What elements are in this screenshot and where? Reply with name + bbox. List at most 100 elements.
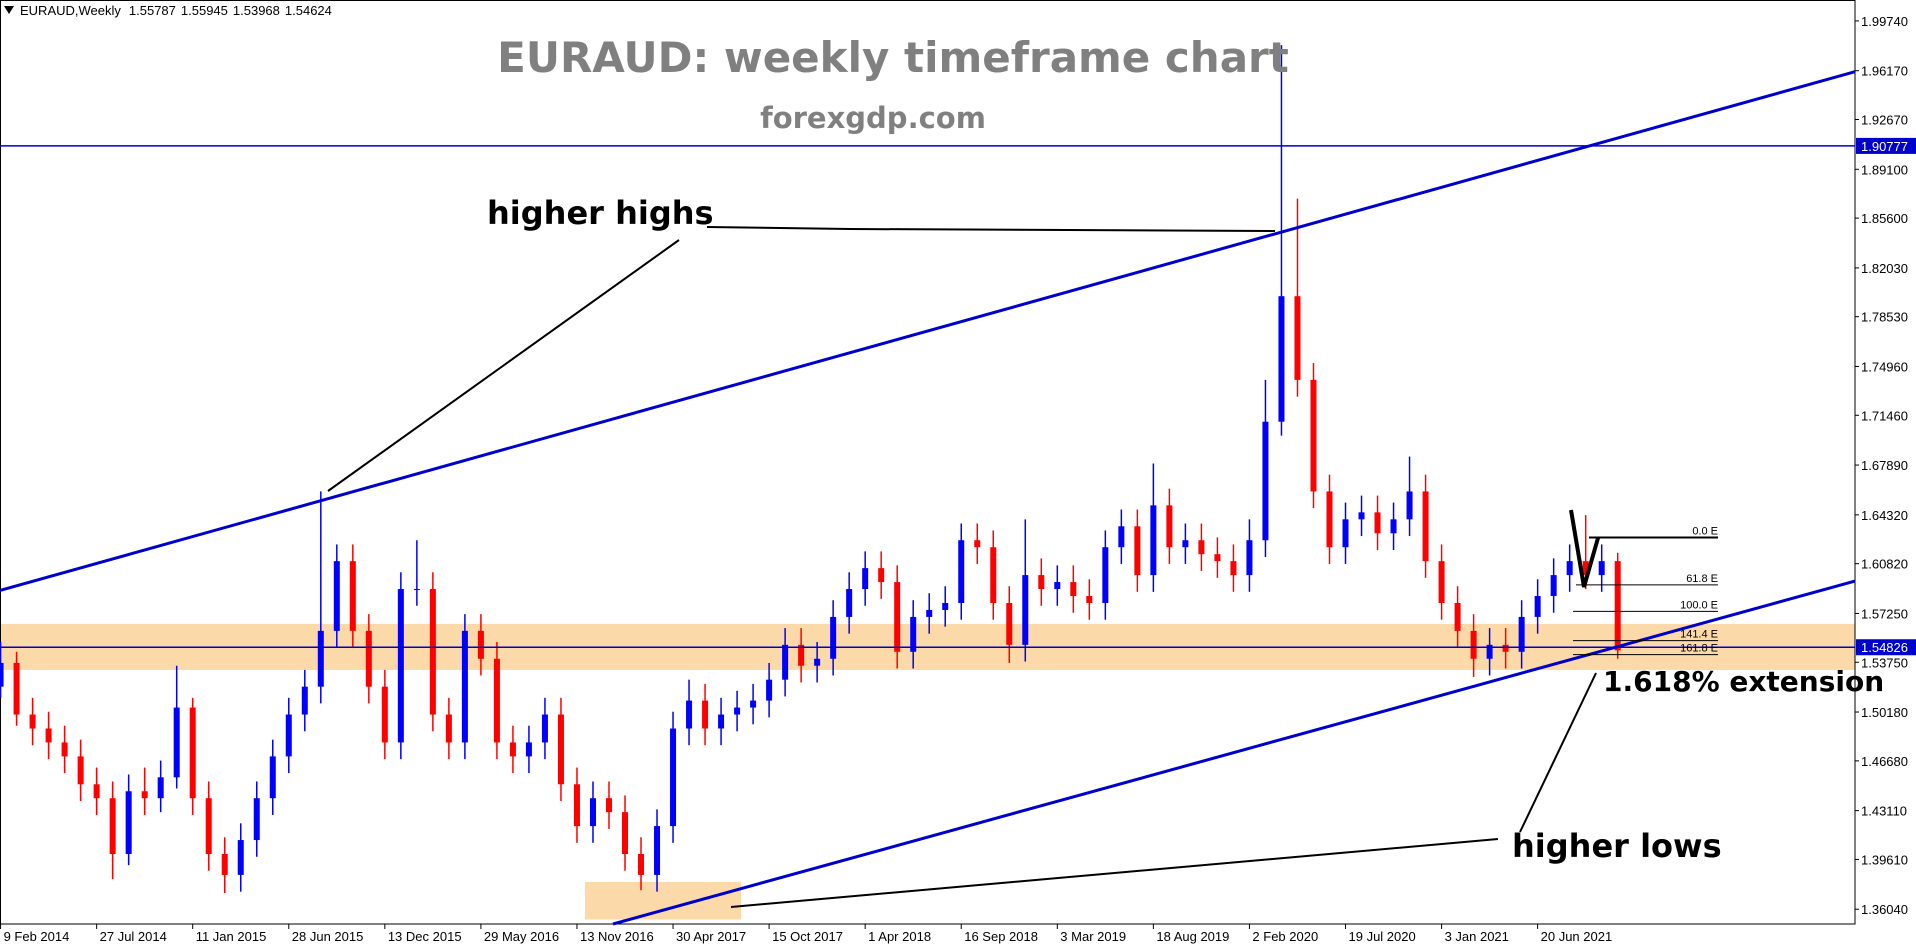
candle-body <box>221 853 228 875</box>
y-tick-label: 1.36040 <box>1861 902 1908 917</box>
x-tick-label: 30 Apr 2017 <box>676 929 746 944</box>
candle-body <box>1614 561 1621 651</box>
candle-body <box>461 630 468 743</box>
x-tick-label: 16 Sep 2018 <box>964 929 1038 944</box>
candle-body <box>493 658 500 743</box>
candle-body <box>638 853 645 875</box>
fib-label: 100.0 E <box>1680 599 1718 611</box>
candle-body <box>77 756 84 785</box>
candle-body <box>654 826 661 875</box>
x-tick-label: 15 Oct 2017 <box>772 929 843 944</box>
candle-body <box>333 561 340 631</box>
candle-body <box>718 714 725 729</box>
candle-body <box>557 714 564 785</box>
x-tick-label: 13 Dec 2015 <box>388 929 462 944</box>
candle-body <box>269 756 276 799</box>
candle-body <box>381 686 388 743</box>
candle-body <box>1486 644 1493 659</box>
zigzag <box>1569 509 1600 588</box>
candle-body <box>830 616 837 659</box>
y-tick-label: 1.82030 <box>1861 261 1908 276</box>
price-label-bg <box>1856 137 1916 154</box>
candle-body <box>766 679 773 701</box>
candle-body <box>477 630 484 659</box>
fib-label: 161.8 E <box>1680 643 1718 655</box>
candle-body <box>750 700 757 708</box>
candle-body <box>157 777 164 799</box>
candle-body <box>1022 575 1029 645</box>
plot-frame <box>0 0 1856 925</box>
candle-body <box>205 798 212 854</box>
candle-body <box>237 840 244 875</box>
candle-body <box>125 791 132 854</box>
candle-body <box>1102 547 1109 603</box>
candle-body <box>1326 491 1333 548</box>
y-tick-label: 1.46680 <box>1861 754 1908 769</box>
header-value: 1.53968 <box>233 3 280 18</box>
x-tick-label: 1 Apr 2018 <box>868 929 931 944</box>
header-value: 1.55787 <box>129 3 176 18</box>
y-tick-label: 1.99740 <box>1861 14 1908 29</box>
y-tick-label: 1.50180 <box>1861 705 1908 720</box>
fib-label: 141.4 E <box>1680 629 1718 641</box>
candle-body <box>1358 512 1365 520</box>
price-label: 1.90777 <box>1861 139 1908 154</box>
candle-body <box>862 568 869 590</box>
trendline <box>0 70 1856 592</box>
candle-body <box>1086 596 1093 603</box>
annotation: higher highs <box>487 194 714 232</box>
candle-body <box>1406 491 1413 520</box>
candle-body <box>1278 296 1285 422</box>
annotation: 1.618% extension <box>1603 665 1884 698</box>
price-label: 1.54826 <box>1861 640 1908 655</box>
candle-body <box>958 540 965 603</box>
candle-body <box>141 791 148 799</box>
pointer-line <box>1519 672 1597 833</box>
candle-body <box>846 589 853 617</box>
y-tick-label: 1.57250 <box>1861 606 1908 621</box>
y-tick-label: 1.96170 <box>1861 64 1908 79</box>
candle-body <box>974 540 981 548</box>
candle-body <box>93 784 100 799</box>
chart-subtitle: forexgdp.com <box>760 101 986 135</box>
x-tick-label: 28 Jun 2015 <box>292 929 364 944</box>
candle-body <box>1134 526 1141 576</box>
candle-body <box>413 589 420 591</box>
candle-body <box>782 644 789 680</box>
candle-body <box>1534 596 1541 617</box>
candle-body <box>1518 616 1525 652</box>
candle-body <box>397 589 404 743</box>
candle-body <box>1054 582 1061 590</box>
y-tick-label: 1.53750 <box>1861 655 1908 670</box>
chart-title: EURAUD: weekly timeframe chart <box>497 33 1289 82</box>
annotation: higher lows <box>1512 827 1722 865</box>
candle-body <box>1230 561 1237 576</box>
candle-body <box>1038 575 1045 590</box>
x-tick-label: 27 Jul 2014 <box>100 929 167 944</box>
x-tick-label: 9 Feb 2014 <box>4 929 70 944</box>
candle-body <box>1198 540 1205 555</box>
candle-body <box>1070 582 1077 597</box>
candle-body <box>1006 602 1013 645</box>
candle-body <box>1310 379 1317 492</box>
header: EURAUD,Weekly 1.55787 1.55945 1.53968 1.5462… <box>20 3 332 18</box>
x-tick-label: 29 May 2016 <box>484 929 559 944</box>
candle-body <box>1166 505 1173 548</box>
candle-body <box>1118 526 1125 548</box>
candle-body <box>1422 491 1429 562</box>
y-tick-label: 1.64320 <box>1861 508 1908 523</box>
candle-body <box>189 707 196 799</box>
candle-body <box>622 812 629 854</box>
x-tick-label: 13 Nov 2016 <box>580 929 654 944</box>
header-value: 1.54624 <box>285 3 332 18</box>
candle-body <box>1582 561 1589 576</box>
candles-layer <box>0 45 1621 894</box>
candle-body <box>429 589 436 715</box>
candle-body <box>1246 540 1253 576</box>
candle-body <box>173 707 180 778</box>
pointer-line <box>730 838 1499 908</box>
candle-body <box>1294 296 1301 380</box>
y-tick-label: 1.92670 <box>1861 113 1908 128</box>
